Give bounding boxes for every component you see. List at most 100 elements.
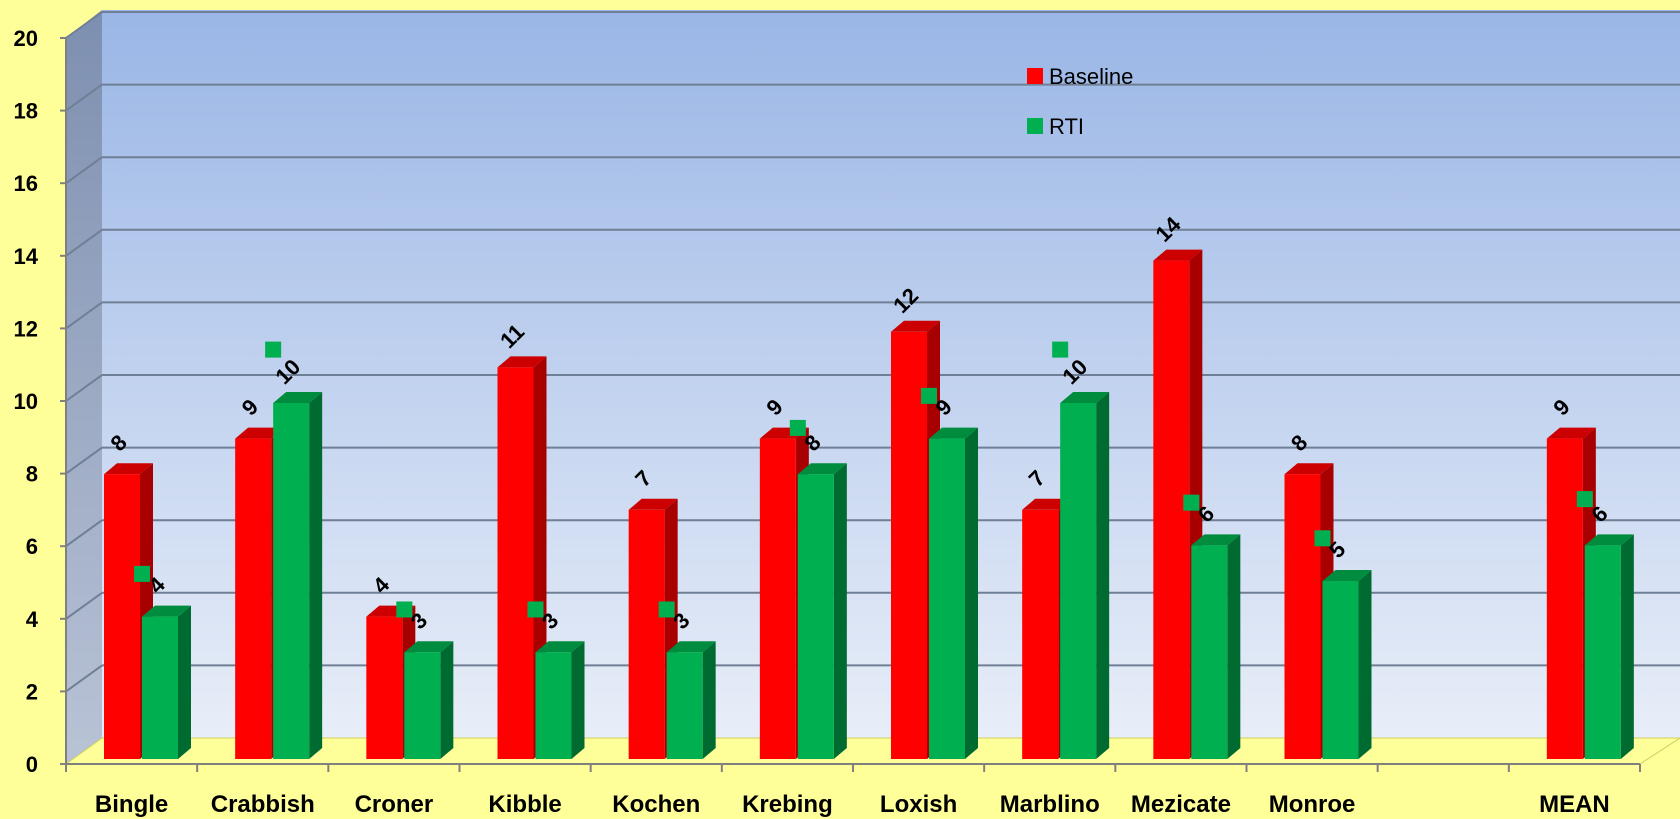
- bar-side: [178, 605, 191, 759]
- markers: [134, 341, 1593, 618]
- gridline-side: [65, 301, 103, 330]
- rti-marker: [789, 419, 806, 436]
- bars: [104, 249, 1634, 759]
- gridline-side: [65, 664, 103, 693]
- x-category-label: Bingle: [95, 791, 168, 818]
- bar-top: [1546, 427, 1596, 439]
- bar-side: [702, 641, 716, 759]
- bar-rti: [1060, 403, 1097, 759]
- bar-rti: [535, 652, 572, 759]
- y-tick-label: 16: [14, 171, 38, 196]
- y-tick-label: 4: [26, 607, 39, 632]
- y-tick-label: 0: [26, 752, 38, 777]
- x-category-label: Kibble: [488, 791, 561, 818]
- bar-baseline: [628, 509, 665, 759]
- bar-side: [1227, 534, 1241, 759]
- bar-rti: [797, 474, 834, 759]
- gridline-side: [65, 11, 103, 39]
- y-tick-label: 10: [14, 389, 38, 414]
- rti-marker: [658, 601, 675, 618]
- bar-top: [1191, 534, 1241, 546]
- bar-top: [273, 392, 323, 403]
- rti-marker: [527, 601, 544, 618]
- y-tick-label: 8: [26, 462, 38, 487]
- bar-baseline: [104, 474, 140, 759]
- x-category-label: Krebing: [742, 791, 833, 818]
- bar-rti: [142, 616, 178, 759]
- rti-marker: [396, 601, 413, 618]
- gridline-side: [65, 591, 103, 620]
- axes: 0 2 4 6 8 10 12 14 16 18 20: [14, 26, 1641, 777]
- gridline-side: [65, 228, 103, 257]
- bar-rti: [666, 652, 703, 759]
- legend: Baseline RTI: [1027, 64, 1133, 139]
- bar-rti: [1322, 581, 1359, 759]
- legend-swatch-rti: [1027, 118, 1043, 134]
- bar-top: [535, 641, 585, 653]
- bar-baseline: [1546, 438, 1583, 759]
- bar-side: [309, 392, 323, 759]
- rti-marker: [134, 565, 150, 582]
- gridline-side: [65, 446, 103, 475]
- rti-marker: [1183, 494, 1200, 511]
- bar-baseline: [235, 438, 272, 759]
- y-tick-label: 12: [14, 316, 38, 341]
- rti-marker: [265, 341, 282, 358]
- x-category-label: Loxish: [880, 791, 957, 818]
- x-category-label: Croner: [355, 791, 434, 818]
- bar-side: [571, 641, 585, 759]
- gridline-side: [65, 519, 103, 548]
- bar-top: [929, 427, 978, 439]
- bar-top: [1060, 392, 1110, 403]
- rti-marker: [1052, 341, 1069, 358]
- bar-top: [1322, 570, 1372, 581]
- y-tick-label: 14: [14, 244, 39, 269]
- y-tick-label: 2: [26, 679, 38, 704]
- bar-rti: [1584, 545, 1621, 759]
- y-tick-label: 20: [14, 26, 38, 51]
- y-tick-label: 6: [26, 534, 38, 559]
- bar-top: [404, 641, 454, 653]
- rti-marker: [1576, 491, 1593, 508]
- x-category-label: Mezicate: [1131, 791, 1231, 818]
- y-tick-label: 18: [14, 99, 38, 124]
- bar-side: [1096, 392, 1110, 759]
- x-category-label: Marblino: [1000, 791, 1100, 818]
- legend-label-baseline: Baseline: [1049, 64, 1133, 89]
- bar-top: [797, 463, 847, 475]
- bar-side: [965, 427, 978, 759]
- bar-side: [1620, 534, 1634, 759]
- gridline-side: [65, 156, 103, 185]
- bar-top: [235, 427, 285, 439]
- bar-baseline: [1284, 474, 1321, 759]
- legend-swatch-baseline: [1027, 68, 1043, 84]
- bar-rti: [929, 438, 965, 759]
- bar-top: [891, 320, 940, 332]
- rti-marker: [921, 387, 937, 404]
- rti-marker: [1314, 530, 1331, 547]
- bar-baseline: [497, 367, 534, 759]
- bar-baseline: [759, 438, 796, 759]
- gridline-side: [65, 83, 103, 112]
- bar-top: [666, 641, 716, 653]
- x-category-label: MEAN: [1539, 791, 1610, 818]
- bar-top: [628, 498, 678, 510]
- bar-top: [1284, 463, 1334, 475]
- bar-top: [497, 356, 547, 368]
- bar-rti: [1191, 545, 1228, 759]
- bar-top: [1022, 498, 1072, 510]
- bar-rti: [404, 652, 441, 759]
- x-category-label: Monroe: [1269, 791, 1356, 818]
- bar-side: [1358, 570, 1372, 759]
- bar-baseline: [1022, 509, 1059, 759]
- bar-side: [833, 463, 847, 759]
- bar-top: [142, 605, 191, 617]
- legend-label-rti: RTI: [1049, 114, 1084, 139]
- x-category-label: Crabbish: [211, 791, 315, 818]
- bar-top: [1153, 249, 1203, 261]
- bar-top: [1584, 534, 1634, 546]
- bar-side: [440, 641, 454, 759]
- x-category-label: Kochen: [612, 791, 700, 818]
